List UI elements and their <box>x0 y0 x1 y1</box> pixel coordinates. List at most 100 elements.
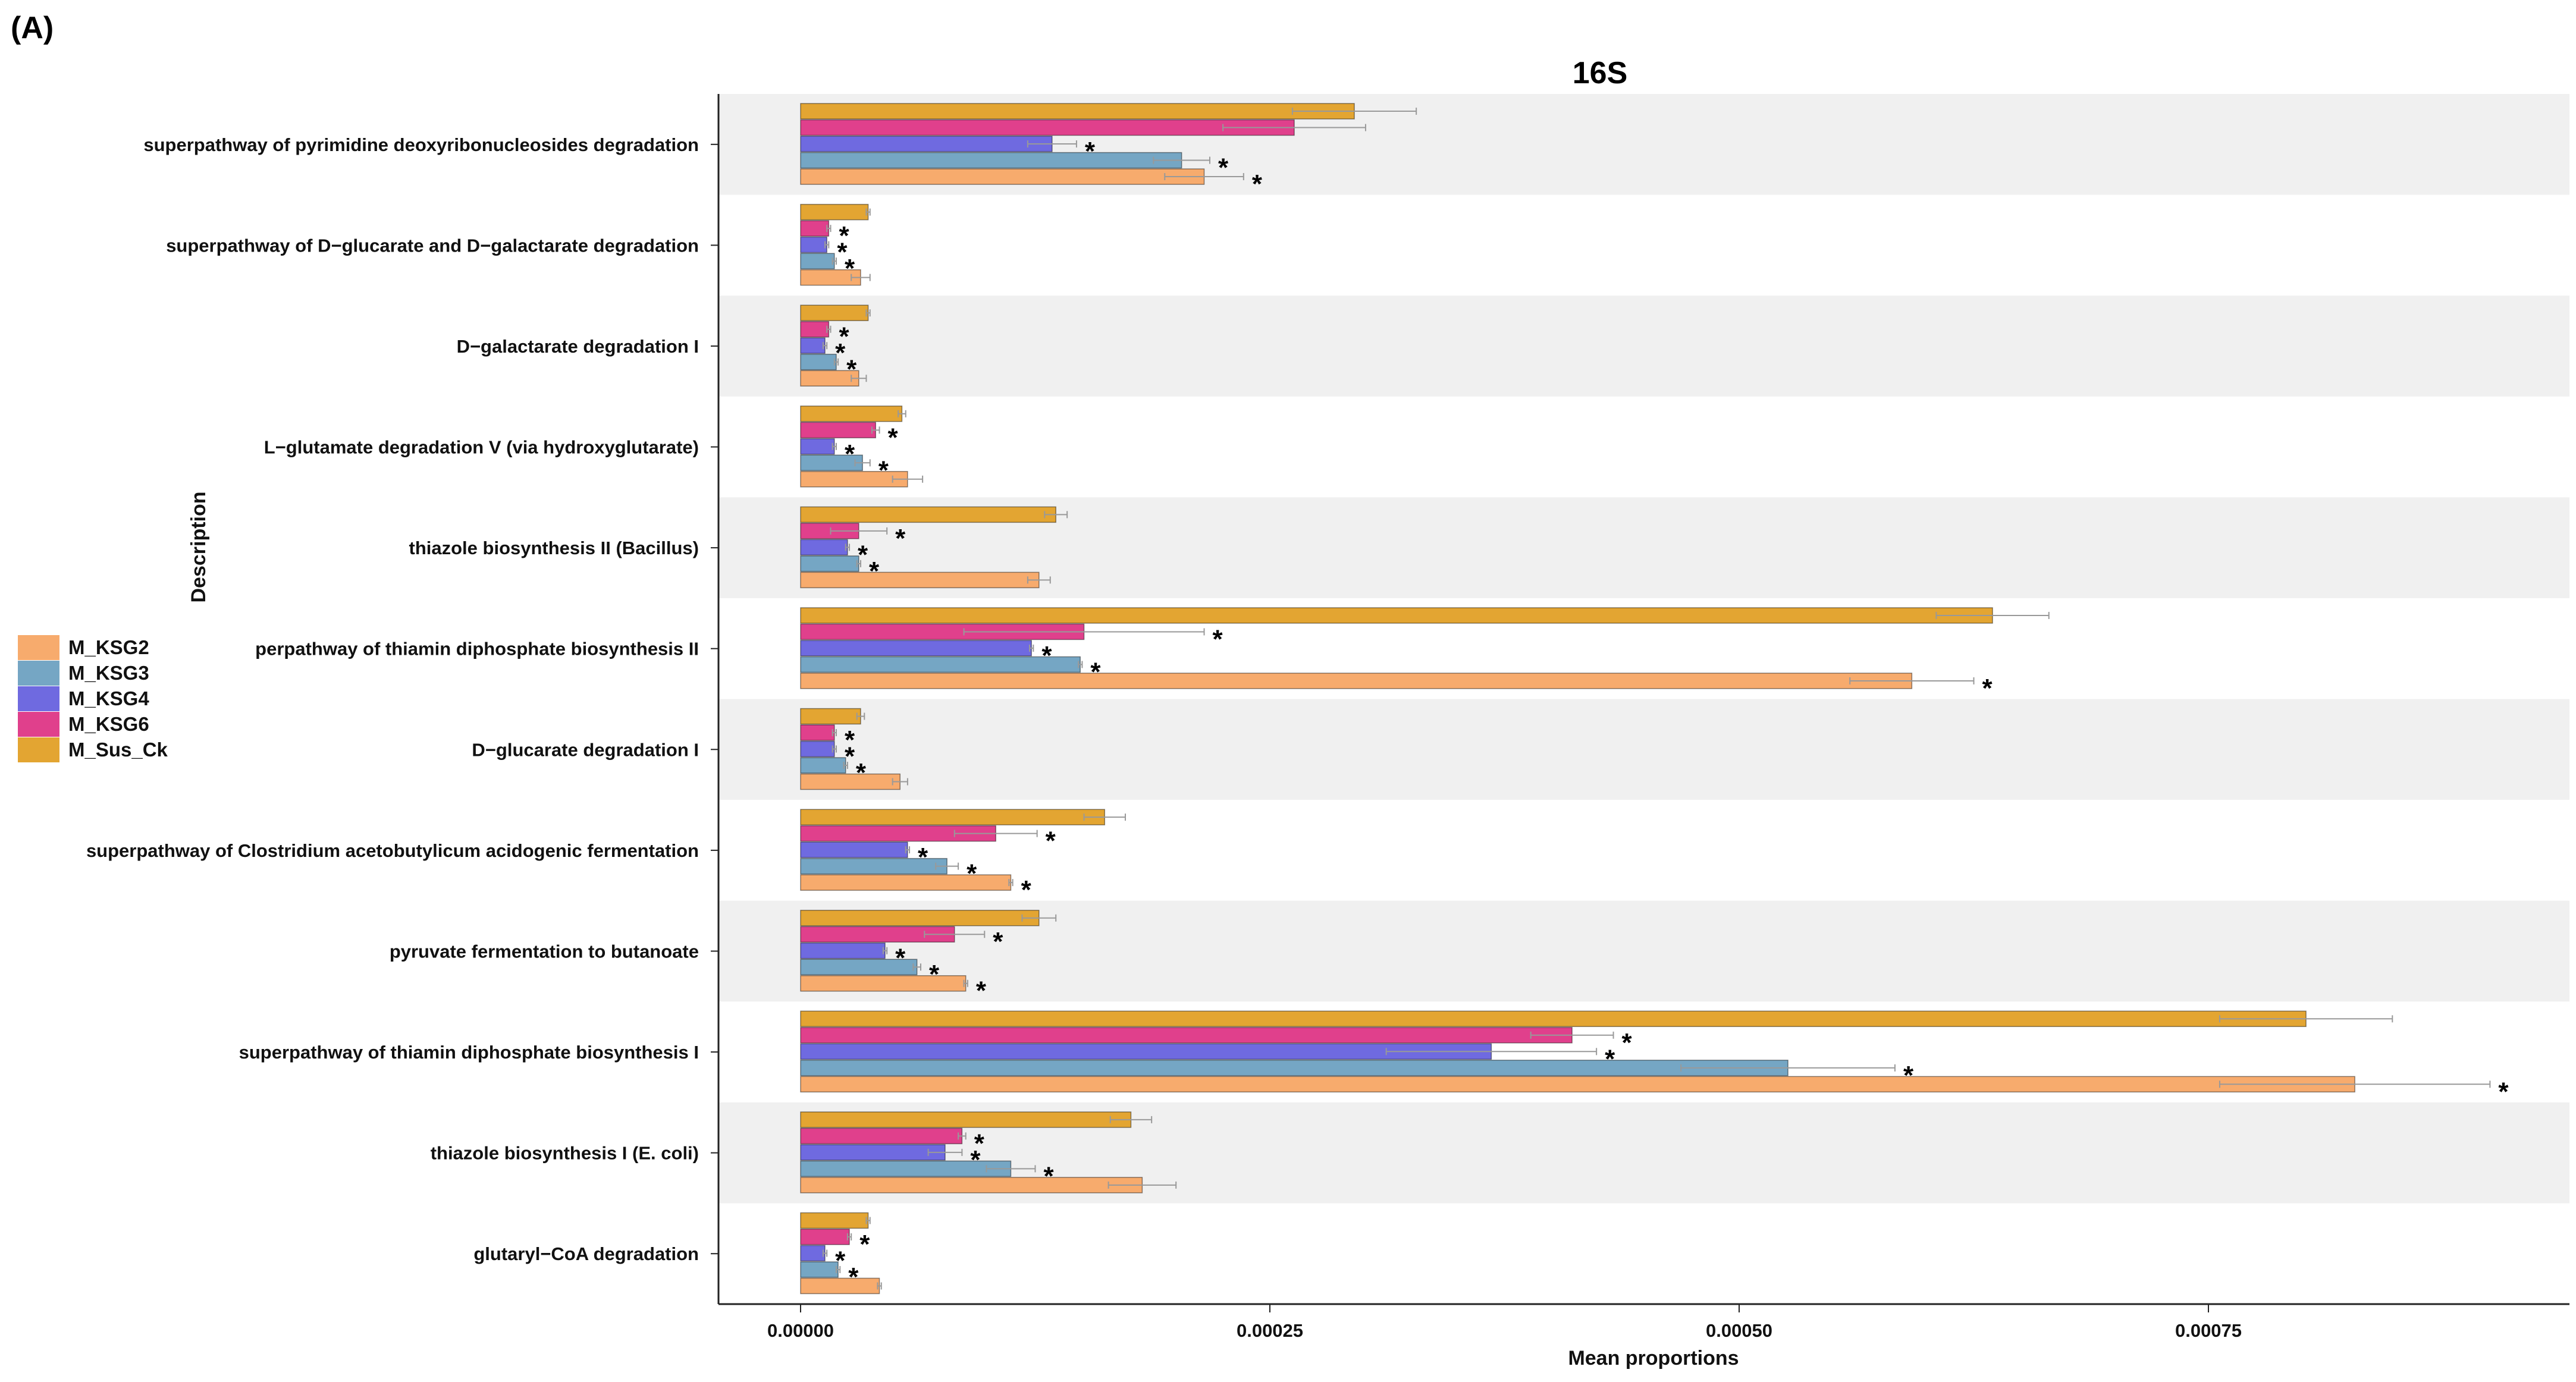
bar-m-sus-ck <box>800 506 1056 523</box>
significance-star: * <box>918 843 928 872</box>
significance-star: * <box>839 221 849 250</box>
significance-star: * <box>839 322 849 351</box>
bar-m-ksg6 <box>800 220 830 237</box>
legend-swatch <box>18 686 59 711</box>
significance-star: * <box>845 742 855 771</box>
bar-m-ksg6 <box>800 1027 1573 1044</box>
bar-m-sus-ck <box>800 809 1106 825</box>
bar-m-ksg3 <box>800 959 918 975</box>
bar-m-ksg4 <box>800 539 848 556</box>
significance-star: * <box>878 456 889 485</box>
category-label: L−glutamate degradation V (via hydroxygl… <box>264 437 699 458</box>
significance-star: * <box>929 960 940 989</box>
significance-star: * <box>845 439 855 469</box>
significance-star: * <box>1605 1044 1615 1073</box>
significance-star: * <box>974 1129 985 1158</box>
category-label: superpathway of D−glucarate and D−galact… <box>166 235 699 256</box>
bar-m-ksg4 <box>800 740 835 758</box>
bar-m-ksg2 <box>800 571 1040 589</box>
bar-m-ksg2 <box>800 1076 2355 1093</box>
significance-star: * <box>1903 1061 1914 1090</box>
significance-star: * <box>993 927 1003 956</box>
significance-star: * <box>845 254 855 283</box>
bar-m-ksg2 <box>800 773 901 790</box>
axes-group <box>717 94 2569 1305</box>
significance-star: * <box>1982 674 1993 703</box>
category-label: D−glucarate degradation I <box>472 739 699 760</box>
category-label: pyruvate fermentation to butanoate <box>390 941 699 962</box>
chart-title: 16S <box>1573 56 1628 90</box>
bar-m-ksg3 <box>800 555 859 572</box>
significance-star: * <box>856 758 867 787</box>
category-band <box>718 699 2569 800</box>
bar-m-ksg2 <box>800 874 1012 891</box>
significance-star: * <box>888 423 899 452</box>
significance-star: * <box>1041 641 1052 670</box>
bar-m-ksg4 <box>800 438 835 455</box>
category-label: perpathway of thiamin diphosphate biosyn… <box>255 639 699 659</box>
bar-m-sus-ck <box>800 1212 869 1229</box>
legend-label: M_KSG3 <box>68 662 149 684</box>
x-tick-label: 0.00075 <box>2175 1320 2242 1341</box>
legend-label: M_KSG6 <box>68 713 149 735</box>
category-label: thiazole biosynthesis II (Bacillus) <box>409 538 699 558</box>
significance-star: * <box>1044 1161 1055 1191</box>
bar-m-sus-ck <box>800 708 861 725</box>
x-tick-label: 0.00025 <box>1237 1320 1303 1341</box>
legend-swatch <box>18 635 59 660</box>
category-bands <box>718 94 2569 1204</box>
bar-m-ksg6 <box>800 1229 850 1245</box>
bar-m-ksg6 <box>800 119 1295 136</box>
category-label: superpathway of Clostridium acetobutylic… <box>86 840 699 861</box>
bar-m-ksg3 <box>800 454 863 472</box>
significance-markers: **************************************** <box>835 137 2509 1292</box>
bar-m-ksg3 <box>800 152 1182 169</box>
legend: M_KSG2 M_KSG3 M_KSG4 M_KSG6 M_Sus_Ck <box>18 635 168 762</box>
bar-m-ksg3 <box>800 1261 839 1278</box>
significance-star: * <box>1622 1028 1633 1057</box>
bar-m-ksg4 <box>800 337 826 354</box>
x-axis-title: Mean proportions <box>1568 1347 1739 1370</box>
y-axis-title: Description <box>187 491 210 602</box>
bar-m-ksg6 <box>800 321 830 338</box>
significance-star: * <box>1085 137 1096 166</box>
significance-star: * <box>1252 169 1263 199</box>
legend-label: M_KSG2 <box>68 636 149 658</box>
significance-star: * <box>869 557 880 586</box>
significance-star: * <box>1046 827 1056 856</box>
category-label: thiazole biosynthesis I (E. coli) <box>431 1143 699 1164</box>
x-tick-label: 0.00050 <box>1706 1320 1772 1341</box>
bar-m-sus-ck <box>800 304 869 321</box>
significance-star: * <box>976 976 987 1006</box>
significance-star: * <box>967 859 977 888</box>
significance-star: * <box>858 540 868 569</box>
bar-m-ksg3 <box>800 656 1081 673</box>
bar-m-sus-ck <box>800 1010 2307 1028</box>
bar-m-sus-ck <box>800 607 1993 624</box>
bar-m-ksg3 <box>800 858 947 875</box>
legend-label: M_Sus_Ck <box>68 739 168 761</box>
legend-swatch <box>18 661 59 686</box>
bar-m-ksg6 <box>800 724 835 741</box>
bar-m-ksg3 <box>800 1060 1789 1076</box>
bar-m-ksg4 <box>800 841 908 858</box>
bar-m-sus-ck <box>800 103 1355 120</box>
bar-m-ksg4 <box>800 640 1032 657</box>
x-ticks: 0.00000 0.00025 0.00050 0.00075 <box>767 1304 2242 1341</box>
bar-m-ksg4 <box>800 1144 946 1161</box>
significance-star: * <box>2498 1077 2509 1106</box>
category-label: glutaryl−CoA degradation <box>473 1243 699 1264</box>
bar-m-ksg4 <box>800 1245 826 1262</box>
category-label: superpathway of thiamin diphosphate bios… <box>239 1042 699 1063</box>
bar-m-ksg6 <box>800 1127 963 1145</box>
panel-label: (A) <box>11 11 54 45</box>
legend-label: M_KSG4 <box>68 687 149 709</box>
legend-swatch <box>18 712 59 737</box>
bar-m-ksg2 <box>800 168 1205 185</box>
category-label: D−galactarate degradation I <box>457 336 699 357</box>
category-band <box>718 296 2569 397</box>
significance-star: * <box>895 524 906 553</box>
category-label: superpathway of pyrimidine deoxyribonucl… <box>143 134 699 155</box>
bar-m-ksg2 <box>800 370 859 387</box>
significance-star: * <box>837 238 848 267</box>
